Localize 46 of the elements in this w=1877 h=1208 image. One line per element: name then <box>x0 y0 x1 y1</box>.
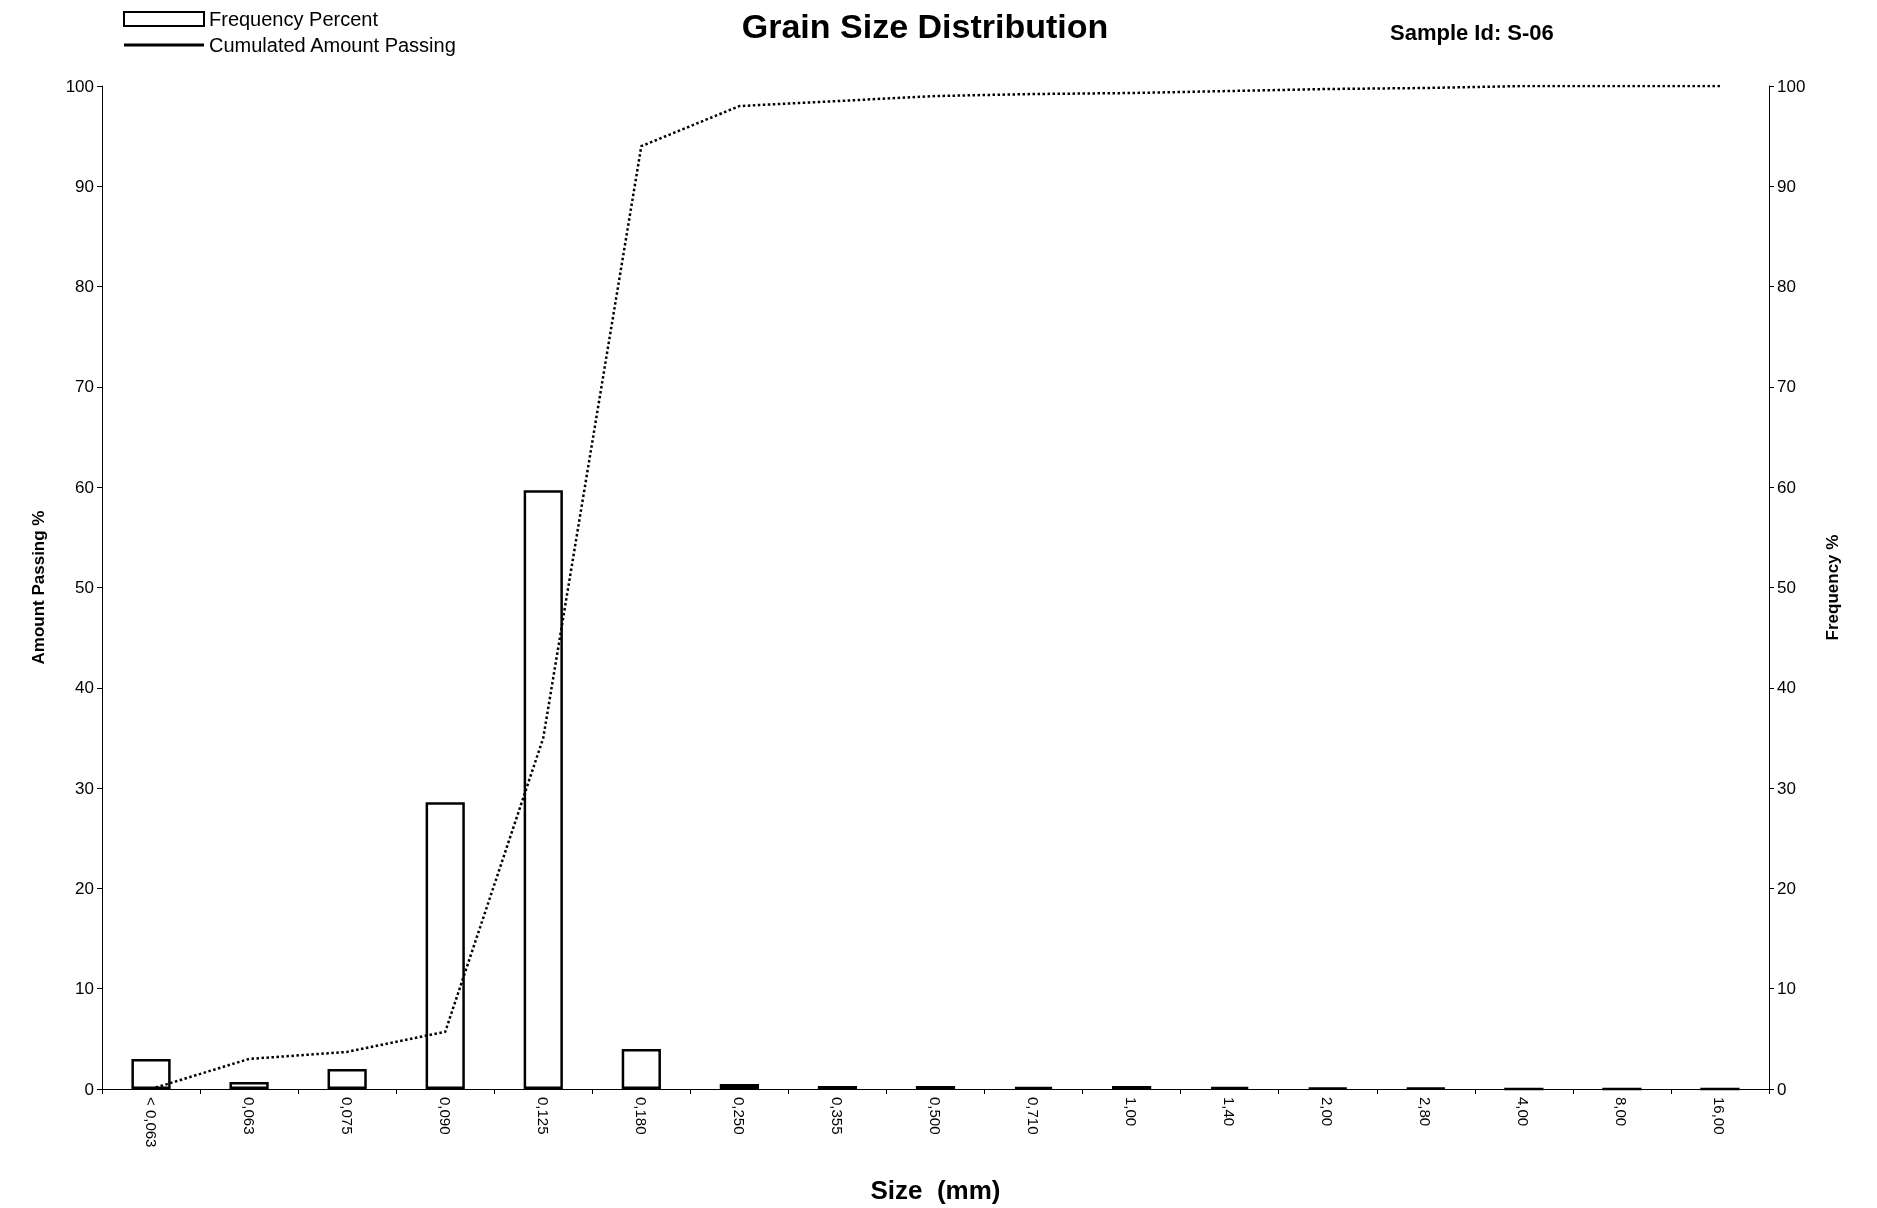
x-tick-label: < 0,063 <box>142 1097 160 1148</box>
x-tick-label: 0,710 <box>1025 1097 1043 1135</box>
x-tick-label: 0,063 <box>240 1097 258 1135</box>
x-tick-label: 8,00 <box>1613 1097 1631 1127</box>
x-tick-label: 0,500 <box>927 1097 944 1135</box>
x-tick-label: 2,80 <box>1417 1097 1435 1127</box>
x-tick-label: 1,00 <box>1123 1097 1141 1127</box>
text: Sample Id: S-06 <box>1390 19 1554 45</box>
y2-tick-label: 100 <box>1777 76 1806 96</box>
y2-tick-label: 20 <box>1777 878 1796 898</box>
x-tick-label: 0,125 <box>534 1097 552 1135</box>
y2-tick-label: 30 <box>1777 778 1796 798</box>
y2-tick-label: 70 <box>1777 377 1796 397</box>
y-tick-label: 10 <box>75 979 94 999</box>
legend-label: Frequency Percent <box>209 8 379 30</box>
y-tick-label: 60 <box>75 477 94 497</box>
chart-title: Grain Size Distribution <box>741 7 1109 45</box>
y-tick-label: 100 <box>65 76 94 96</box>
x-tick-label: 0,180 <box>632 1097 650 1135</box>
y2-axis-title: Frequency % <box>1823 534 1842 641</box>
y-tick-label: 0 <box>84 1079 94 1099</box>
y2-tick-label: 50 <box>1777 578 1796 597</box>
y-tick-label: 40 <box>75 678 94 698</box>
y2-tick-label: 0 <box>1777 1079 1787 1099</box>
y-tick-label: 70 <box>75 377 94 397</box>
legend-label: Cumulated Amount Passing <box>209 34 456 56</box>
y-tick-label: 20 <box>75 878 94 898</box>
y2-tick-label: 60 <box>1777 477 1796 497</box>
y-tick-label: 30 <box>75 778 94 798</box>
y2-tick-label: 90 <box>1777 176 1796 196</box>
x-axis-title: Size (mm) <box>870 1175 1001 1205</box>
x-tick-label: 16,00 <box>1711 1097 1729 1135</box>
y-axis-title: Amount Passing % <box>29 510 48 665</box>
x-tick-label: 0,355 <box>828 1097 846 1135</box>
x-tick-label: 4,00 <box>1515 1097 1533 1127</box>
y-tick-label: 50 <box>75 578 94 597</box>
x-tick-label: 0,250 <box>730 1097 748 1135</box>
y2-tick-label: 10 <box>1777 979 1796 999</box>
y-tick-label: 80 <box>75 277 94 297</box>
x-tick-label: 0,090 <box>436 1097 454 1135</box>
y-tick-label: 90 <box>75 176 94 196</box>
y2-tick-label: 40 <box>1777 678 1796 698</box>
x-tick-label: 0,075 <box>338 1097 356 1135</box>
x-tick-label: 1,40 <box>1221 1097 1239 1127</box>
y2-tick-label: 80 <box>1777 277 1796 297</box>
x-tick-label: 2,00 <box>1319 1097 1337 1127</box>
